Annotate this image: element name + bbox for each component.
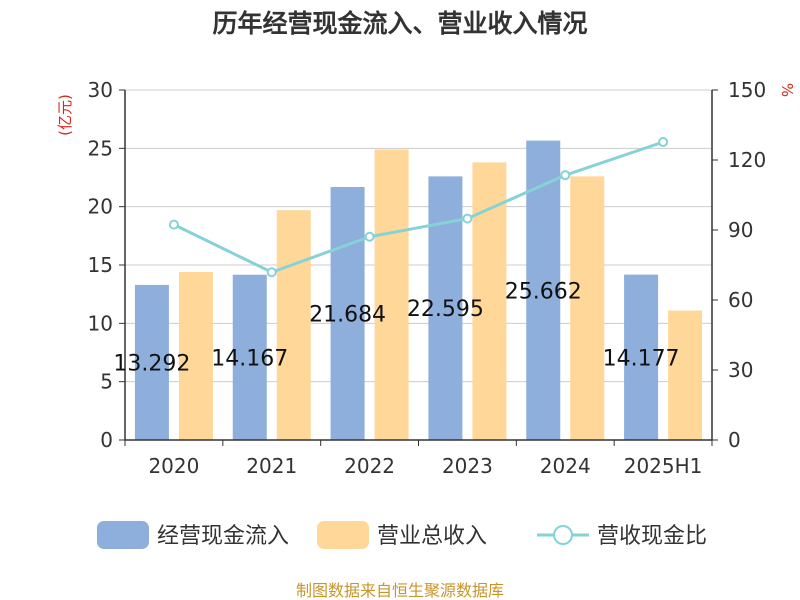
x-tick-label: 2020: [148, 454, 199, 478]
legend-label: 营收现金比: [597, 524, 707, 549]
left-tick-label: 30: [88, 78, 113, 102]
legend-label: 经营现金流入: [157, 524, 289, 549]
x-tick-label: 2024: [540, 454, 591, 478]
ratio-point: [168, 219, 179, 230]
left-tick-label: 25: [88, 136, 113, 160]
right-axis-unit: %: [778, 83, 796, 97]
left-tick-label: 15: [88, 253, 113, 277]
right-tick-label: 120: [728, 148, 766, 172]
bar-cash-inflow: [134, 284, 169, 440]
ratio-point: [560, 170, 571, 181]
chart-title: 历年经营现金流入、营业收入情况: [212, 9, 587, 38]
right-tick-label: 30: [728, 358, 753, 382]
ratio-point: [462, 213, 473, 224]
right-tick-label: 90: [728, 218, 753, 242]
data-labels: 13.292 14.167 21.684 22.595 25.662 14.177: [113, 279, 679, 376]
bar-cash-inflow: [232, 274, 267, 440]
right-tick-label: 0: [728, 428, 741, 452]
bar-cash-inflow: [330, 187, 365, 440]
bar-revenue: [570, 176, 605, 441]
bar-revenue: [276, 210, 311, 440]
ratio-line: [168, 137, 669, 278]
ratio-point: [658, 137, 669, 148]
legend-line-marker: [553, 525, 573, 545]
bars: [134, 140, 703, 441]
bar-revenue: [668, 310, 703, 440]
axes: 0 5 10 15 20 25 30 0 30 60 90 120 150 2020 2021 2022 202…: [88, 78, 767, 478]
left-tick-label: 5: [100, 370, 113, 394]
x-tick-label: 2022: [344, 454, 395, 478]
legend-label: 营业总收入: [377, 524, 487, 549]
legend-swatch: [97, 521, 149, 549]
source-note: 制图数据来自恒生聚源数据库: [296, 581, 504, 600]
x-tick-label: 2021: [246, 454, 297, 478]
data-label: 13.292: [113, 351, 190, 376]
data-label: 14.177: [603, 346, 680, 371]
x-tick-label: 2025H1: [624, 454, 703, 478]
right-tick-label: 60: [728, 288, 753, 312]
data-label: 14.167: [211, 346, 288, 371]
data-label: 22.595: [407, 297, 484, 322]
ratio-point: [266, 267, 277, 278]
bar-cash-inflow: [624, 274, 659, 440]
x-tick-label: 2023: [442, 454, 493, 478]
left-tick-label: 20: [88, 195, 113, 219]
ratio-point: [364, 231, 375, 242]
data-label: 21.684: [309, 303, 386, 328]
legend-swatch: [317, 521, 369, 549]
ratio-line-path: [173, 140, 664, 274]
gridlines: [125, 89, 712, 383]
bar-revenue: [178, 272, 213, 440]
left-tick-label: 10: [88, 311, 113, 335]
right-tick-label: 150: [728, 78, 766, 102]
data-label: 25.662: [505, 279, 582, 304]
bar-revenue: [374, 149, 409, 440]
left-tick-label: 0: [100, 428, 113, 452]
left-axis-unit: (亿元): [56, 94, 74, 136]
legend: 经营现金流入 营业总收入 营收现金比: [97, 521, 707, 549]
